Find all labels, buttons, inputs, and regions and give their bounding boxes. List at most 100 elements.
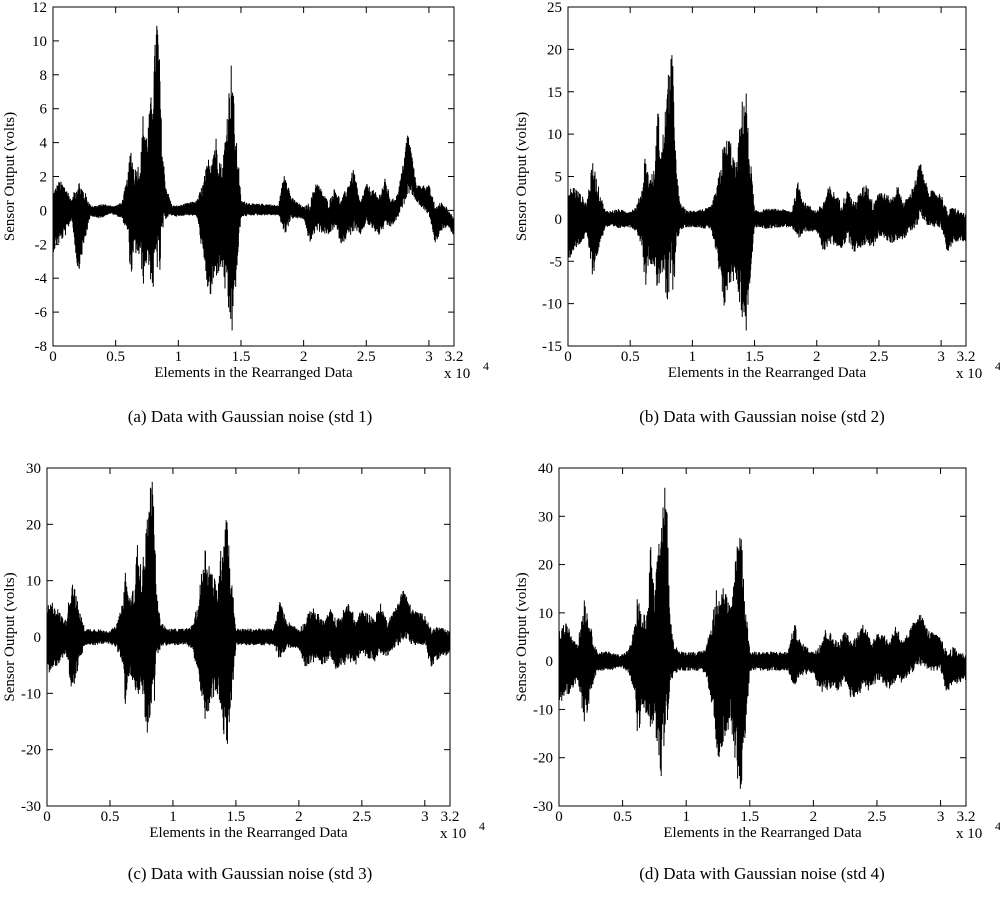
- x-multiplier-d: x 10: [956, 826, 982, 842]
- x-exponent-c: 4: [479, 819, 485, 833]
- x-tick-label-b: 2.5: [870, 349, 889, 365]
- y-tick-label-a: 12: [32, 0, 47, 16]
- caption-d: (d) Data with Gaussian noise (std 4): [639, 864, 885, 883]
- y-tick-label-a: 0: [40, 203, 48, 219]
- y-axis-label-d: Sensor Output (volts): [514, 572, 530, 701]
- panel-c: 0 0.5 1 1.5 2 2.5 3 3.2 -30 -20 -10 0 10 20 30 Elements…: [0, 458, 500, 903]
- y-tick-label-a: -8: [35, 339, 48, 355]
- x-tick-label-d: 3.2: [957, 809, 976, 825]
- x-tick-label-d: 1: [682, 809, 690, 825]
- y-tick-label-b: -10: [542, 297, 562, 313]
- x-tick-label-b: 1: [689, 349, 697, 365]
- y-tick-label-c: 20: [26, 517, 41, 533]
- signal-series-d: [558, 487, 967, 789]
- panel-a: 0 0.5 1 1.5 2 2.5 3 3.2 -8 -6 -4 -2 0 2 4 6 8 10 12 Element…: [0, 0, 500, 445]
- x-tick-label-a: 1.5: [232, 349, 251, 365]
- y-tick-label-c: 0: [34, 630, 42, 646]
- x-tick-label-d: 3: [937, 809, 945, 825]
- signal-series-c: [46, 481, 451, 744]
- x-tick-label-c: 2: [295, 809, 303, 825]
- x-tick-label-b: 0.5: [621, 349, 640, 365]
- x-tick-label-b: 1.5: [745, 349, 764, 365]
- x-tick-label-a: 0: [49, 349, 57, 365]
- panel-b: 0 0.5 1 1.5 2 2.5 3 3.2 -15 -10 -5 0 5 10 15 20 25 Elemen…: [512, 0, 1000, 445]
- x-multiplier-a: x 10: [444, 366, 470, 382]
- y-tick-label-c: -10: [21, 686, 41, 702]
- x-tick-label-d: 2.5: [868, 809, 887, 825]
- y-tick-label-d: 20: [538, 558, 553, 574]
- x-exponent-a: 4: [483, 359, 489, 373]
- y-tick-label-c: 10: [26, 574, 41, 590]
- caption-b: (b) Data with Gaussian noise (std 2): [639, 407, 885, 426]
- x-tick-label-b: 2: [813, 349, 821, 365]
- y-tick-label-d: -20: [533, 751, 553, 767]
- y-tick-label-c: -20: [21, 743, 41, 759]
- y-tick-label-b: 5: [555, 170, 563, 186]
- x-tick-label-a: 3: [425, 349, 433, 365]
- x-exponent-b: 4: [995, 359, 1000, 373]
- y-tick-label-d: 40: [538, 461, 553, 477]
- x-axis-label-a: Elements in the Rearranged Data: [154, 365, 353, 381]
- x-tick-label-c: 0.5: [101, 809, 120, 825]
- y-tick-label-b: -15: [542, 339, 562, 355]
- y-tick-label-a: 10: [32, 34, 47, 50]
- x-tick-label-d: 0.5: [613, 809, 632, 825]
- panel-d: 0 0.5 1 1.5 2 2.5 3 3.2 -30 -20 -10 0 10 20 30 40 Elemen…: [512, 458, 1000, 903]
- caption-c: (c) Data with Gaussian noise (std 3): [127, 864, 373, 883]
- y-tick-label-c: -30: [21, 799, 41, 815]
- y-tick-label-a: 8: [40, 68, 48, 84]
- x-tick-label-d: 1.5: [740, 809, 759, 825]
- x-tick-label-a: 1: [175, 349, 183, 365]
- signal-series-b: [567, 55, 967, 331]
- y-tick-label-a: 6: [40, 102, 48, 118]
- y-axis-label-c: Sensor Output (volts): [2, 572, 18, 701]
- y-tick-label-a: -6: [35, 305, 48, 321]
- x-tick-label-c: 2.5: [352, 809, 371, 825]
- y-tick-label-b: -5: [550, 254, 563, 270]
- y-tick-label-d: 0: [546, 654, 554, 670]
- plot-frame-b: [567, 6, 967, 347]
- plot-frame-a: [52, 6, 455, 347]
- y-tick-label-d: 30: [538, 509, 553, 525]
- y-tick-label-b: 25: [547, 0, 562, 16]
- y-tick-label-a: 4: [40, 136, 48, 152]
- plot-b: 0 0.5 1 1.5 2 2.5 3 3.2 -15 -10 -5 0 5 10 15 20 25 Elemen…: [514, 0, 1000, 382]
- y-tick-label-d: -10: [533, 702, 553, 718]
- x-tick-label-c: 0: [43, 809, 51, 825]
- x-tick-label-a: 2.5: [357, 349, 376, 365]
- x-tick-label-a: 0.5: [106, 349, 125, 365]
- x-tick-label-c: 1: [169, 809, 177, 825]
- x-axis-label-b: Elements in the Rearranged Data: [668, 365, 867, 381]
- plot-frame-d: [558, 467, 967, 807]
- x-axis-label-d: Elements in the Rearranged Data: [663, 825, 862, 841]
- y-tick-label-b: 15: [547, 85, 562, 101]
- x-tick-label-b: 0: [564, 349, 572, 365]
- y-tick-label-a: 2: [40, 170, 48, 186]
- y-axis-label-b: Sensor Output (volts): [514, 112, 530, 241]
- y-tick-label-d: -30: [533, 799, 553, 815]
- x-tick-label-d: 0: [555, 809, 563, 825]
- caption-a: (a) Data with Gaussian noise (std 1): [127, 407, 373, 426]
- y-tick-label-b: 0: [555, 212, 563, 228]
- x-tick-label-b: 3: [937, 349, 945, 365]
- x-exponent-d: 4: [995, 819, 1000, 833]
- x-tick-label-b: 3.2: [957, 349, 976, 365]
- x-multiplier-b: x 10: [956, 366, 982, 382]
- x-multiplier-c: x 10: [440, 826, 466, 842]
- plot-a: 0 0.5 1 1.5 2 2.5 3 3.2 -8 -6 -4 -2 0 2 4 6 8 10 12 Element…: [2, 0, 489, 382]
- x-tick-label-c: 3: [421, 809, 429, 825]
- x-tick-label-d: 2: [810, 809, 818, 825]
- plot-c: 0 0.5 1 1.5 2 2.5 3 3.2 -30 -20 -10 0 10 20 30 Elements…: [2, 461, 485, 842]
- signal-series-a: [52, 25, 455, 331]
- y-tick-label-c: 30: [26, 461, 41, 477]
- y-tick-label-a: -2: [35, 237, 48, 253]
- y-tick-label-b: 20: [547, 42, 562, 58]
- x-tick-label-c: 3.2: [441, 809, 460, 825]
- x-tick-label-a: 2: [300, 349, 308, 365]
- x-tick-label-c: 1.5: [227, 809, 246, 825]
- x-axis-label-c: Elements in the Rearranged Data: [149, 825, 348, 841]
- plot-d: 0 0.5 1 1.5 2 2.5 3 3.2 -30 -20 -10 0 10 20 30 40 Elemen…: [514, 461, 1000, 842]
- y-tick-label-d: 10: [538, 606, 553, 622]
- y-tick-label-a: -4: [35, 271, 48, 287]
